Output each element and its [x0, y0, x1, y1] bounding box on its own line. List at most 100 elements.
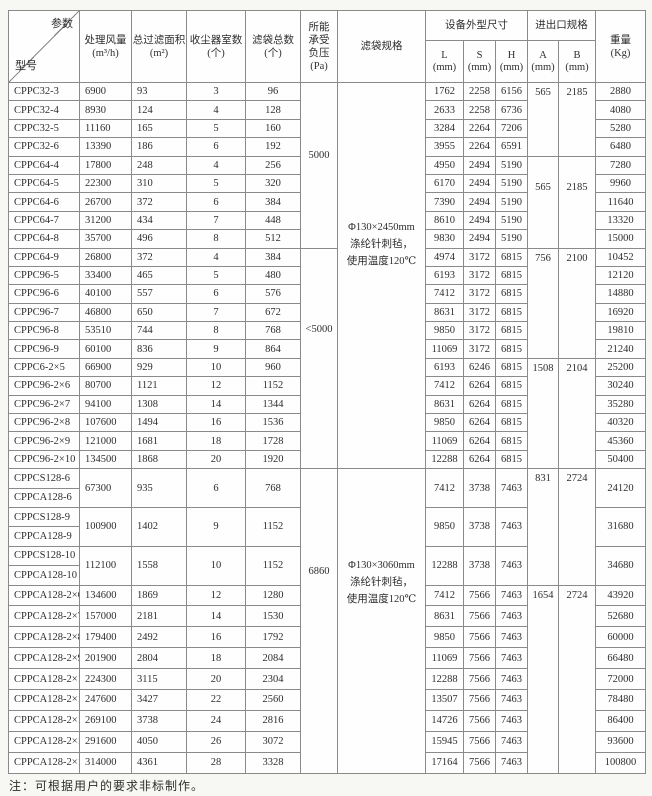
cell-dim-h: 6591 [494, 137, 529, 157]
cell-dim-l: 11069 [425, 431, 464, 451]
cell-dim-l: 15945 [425, 730, 464, 753]
cell-dim-l: 13507 [425, 689, 464, 711]
cell-dim-s: 7566 [463, 668, 496, 690]
cell-bags: 448 [245, 210, 301, 231]
cell-weight: 100800 [595, 751, 647, 774]
cell-dim-s: 2264 [463, 137, 496, 157]
cell-inlet-a: 831 [527, 468, 560, 586]
table-row: CPPC32-5 11160 165 5 160 3284 2264 7206 5280 [8, 118, 647, 139]
cell-dim-l: 7412 [425, 284, 464, 304]
cell-dim-l: 6193 [425, 265, 464, 286]
col-group-dimensions: 设备外型尺寸 [424, 10, 529, 41]
table-row: CPPCA128-10 [8, 565, 646, 586]
cell-airflow: 66900 [79, 357, 132, 378]
cell-model: CPPC96-2×10 [8, 449, 80, 470]
cell-weight: 66480 [595, 647, 647, 670]
cell-dim-h: 7463 [494, 605, 529, 628]
cell-dim-h: 6815 [494, 431, 529, 451]
cell-filter-area: 3115 [131, 668, 187, 690]
cell-dim-l: 7412 [425, 376, 464, 396]
cell-model: CPPC96-9 [8, 339, 80, 359]
cell-weight: 50400 [595, 449, 647, 470]
cell-dim-h: 6736 [494, 100, 529, 120]
cell-filter-area: 557 [131, 284, 187, 304]
cell-model: CPPCA128-2×8 [8, 626, 80, 649]
cell-model: CPPC96-2×8 [8, 413, 80, 433]
cell-filter-area: 124 [131, 100, 187, 120]
cell-rooms: 6 [186, 468, 246, 508]
cell-inlet-a: 1654 [527, 584, 560, 774]
header-row-2: L (mm) S (mm) H (mm) A (mm) B (mm) [9, 40, 646, 83]
cell-rooms: 5 [186, 118, 246, 139]
cell-dim-s: 3738 [463, 468, 496, 508]
cell-rooms: 8 [186, 321, 246, 341]
table-row: CPPCA128-2×132916004050263072 15945756674… [8, 730, 647, 753]
col-header-rooms: 收尘器室数 (个) [186, 10, 246, 83]
cell-filter-area: 3738 [131, 709, 187, 732]
cell-filter-area: 434 [131, 210, 187, 231]
cell-weight: 6480 [595, 137, 647, 157]
cell-dim-s: 6264 [463, 376, 496, 396]
cell-airflow: 31200 [79, 210, 132, 231]
cell-airflow: 179400 [79, 626, 132, 649]
table-row: CPPC96-2×10 134500 1868 20 1920 12288 6264 6815… [8, 449, 647, 470]
cell-dim-s: 3172 [463, 247, 496, 267]
cell-dim-h: 5190 [494, 192, 529, 212]
cell-rooms: 5 [186, 265, 246, 286]
cell-weight: 35280 [595, 394, 647, 415]
cell-dim-l: 12288 [425, 449, 464, 470]
cell-model: CPPCS128-9 [8, 506, 80, 528]
cell-inlet-a: 1508 [527, 357, 560, 470]
col-header-b: B (mm) [558, 40, 597, 83]
cell-model: CPPC96-5 [8, 265, 80, 286]
cell-dim-h: 7463 [494, 584, 529, 607]
cell-dim-l: 9850 [425, 413, 464, 433]
cell-rooms: 20 [186, 668, 246, 690]
cell-filter-area: 496 [131, 229, 187, 249]
cell-dim-h: 6815 [494, 321, 529, 341]
cell-inlet-a: 565 [527, 82, 560, 157]
cell-rooms: 8 [186, 229, 246, 249]
cell-dim-l: 2633 [425, 100, 464, 120]
cell-bags: 1344 [245, 394, 301, 415]
cell-weight: 52680 [595, 605, 647, 628]
cell-model: CPPCA128-9 [8, 526, 80, 547]
cell-dim-h: 6815 [494, 247, 529, 267]
cell-dim-s: 7566 [463, 584, 496, 607]
cell-model: CPPC6-2×5 [8, 357, 80, 378]
cell-weight: 21240 [595, 339, 647, 359]
cell-dim-l: 1762 [425, 81, 464, 102]
cell-model: CPPCA128-2×14 [8, 751, 80, 774]
cell-rooms: 7 [186, 302, 246, 323]
cell-airflow: 107600 [79, 413, 132, 433]
cell-model: CPPCS128-10 [8, 545, 80, 567]
table-row: CPPC96-2×6 80700 1121 12 1152 7412 6264 6815 302… [8, 376, 647, 396]
col-header-bags: 滤袋总数 (个) [245, 10, 301, 83]
col-header-l: L (mm) [425, 40, 464, 83]
cell-dim-s: 3172 [463, 302, 496, 323]
cell-filter-area: 165 [131, 118, 187, 139]
cell-rooms: 9 [186, 339, 246, 359]
corner-label-model: 型号 [15, 60, 37, 72]
cell-dim-h: 7463 [494, 689, 529, 711]
cell-weight: 12120 [595, 265, 647, 286]
cell-model: CPPC32-6 [8, 137, 80, 157]
cell-filter-area: 2492 [131, 626, 187, 649]
cell-dim-l: 3284 [425, 118, 464, 139]
cell-bags: 256 [245, 155, 301, 175]
cell-rooms: 16 [186, 626, 246, 649]
cell-rooms: 12 [186, 584, 246, 607]
cell-filter-area: 2804 [131, 647, 187, 670]
col-group-inlet-outlet: 进出口规格 [527, 10, 597, 41]
cell-filter-area: 744 [131, 321, 187, 341]
cell-bags: 1920 [245, 449, 301, 470]
cell-weight: 2880 [595, 81, 647, 102]
cell-airflow: 22300 [79, 173, 132, 194]
cell-bags: 3072 [245, 730, 301, 753]
cell-model: CPPC96-8 [8, 321, 80, 341]
cell-bags: 672 [245, 302, 301, 323]
cell-rooms: 6 [186, 192, 246, 212]
cell-model: CPPC64-4 [8, 155, 80, 175]
table-row: CPPCA128-2×9 201900 2804 18 2084 11069 7566 746… [8, 647, 647, 670]
